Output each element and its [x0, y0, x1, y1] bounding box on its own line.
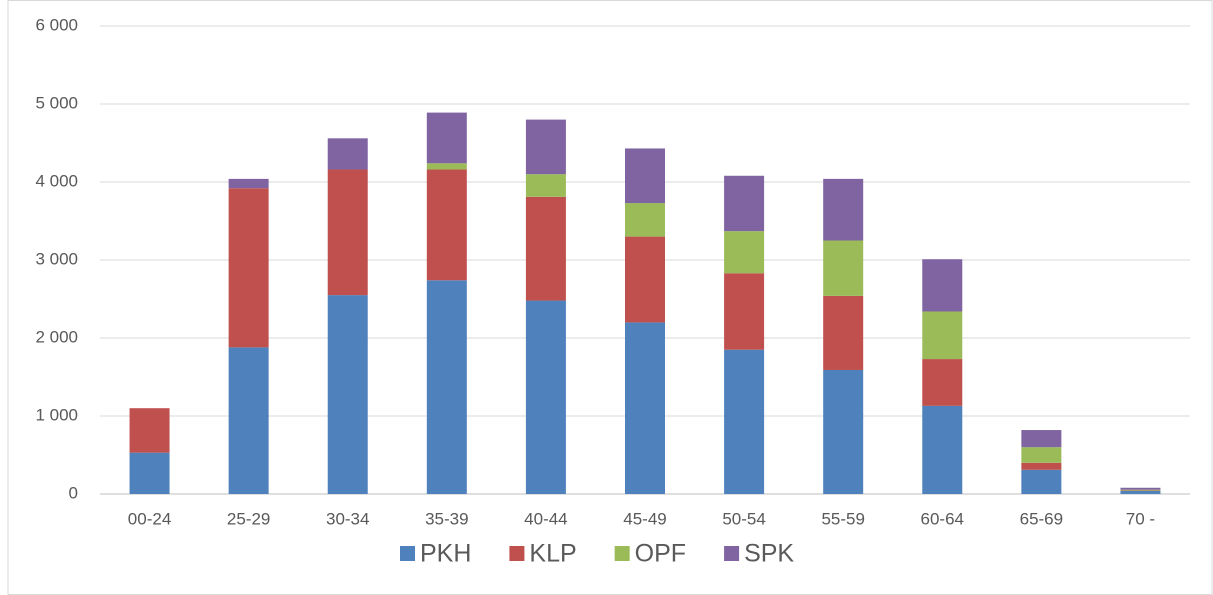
- bar-segment: [625, 236, 665, 323]
- bar-segment: [922, 259, 963, 312]
- bar-segment: [922, 405, 963, 494]
- y-tick-label: 2 000: [35, 327, 78, 346]
- bar-segment: [922, 359, 963, 406]
- x-tick-label: 35-39: [425, 509, 468, 528]
- y-tick-label: 6 000: [35, 15, 78, 34]
- legend-label: PKH: [420, 540, 471, 568]
- bar-segment: [525, 300, 566, 494]
- legend-swatch: [400, 546, 415, 561]
- y-tick-label: 1 000: [35, 405, 78, 424]
- bar-segment: [1021, 462, 1062, 470]
- bar-segment: [426, 169, 467, 281]
- bar-segment: [823, 295, 864, 370]
- bar-segment: [426, 280, 467, 494]
- bar-segment: [228, 347, 269, 494]
- bar-segment: [724, 231, 765, 274]
- y-tick-label: 3 000: [35, 249, 78, 268]
- legend-label: OPF: [635, 540, 686, 568]
- legend-label: KLP: [529, 540, 576, 568]
- x-tick-label: 70 -: [1126, 509, 1155, 528]
- bar-segment: [426, 112, 467, 164]
- bar-segment: [525, 119, 566, 175]
- bar-segment: [724, 349, 765, 494]
- legend-swatch: [509, 546, 525, 561]
- y-tick-label: 4 000: [35, 171, 78, 190]
- bar-segment: [1120, 487, 1161, 490]
- bar-segment: [1021, 447, 1062, 463]
- chart-border: [7, 0, 1213, 595]
- bar-segment: [1120, 489, 1161, 491]
- bar-segment: [922, 311, 963, 360]
- bar-segment: [228, 178, 269, 189]
- x-tick-label: 55-59: [821, 509, 864, 528]
- x-tick-label: 60-64: [921, 509, 964, 528]
- x-tick-label: 50-54: [722, 509, 765, 528]
- bar-segment: [1021, 430, 1062, 448]
- legend-swatch: [724, 546, 740, 561]
- bar-segment: [129, 408, 170, 453]
- bar-segment: [525, 196, 566, 301]
- bar-segment: [823, 369, 864, 494]
- x-tick-label: 45-49: [623, 509, 666, 528]
- y-tick-label: 0: [69, 483, 78, 502]
- bar-segment: [426, 163, 467, 170]
- bar-segment: [525, 174, 566, 197]
- bar-segment: [823, 178, 864, 241]
- x-tick-label: 40-44: [524, 509, 567, 528]
- x-tick-label: 65-69: [1020, 509, 1063, 528]
- bar-segment: [228, 188, 269, 348]
- bar-segment: [625, 148, 665, 204]
- bar-segment: [724, 273, 765, 350]
- x-tick-label: 00-24: [128, 509, 171, 528]
- bar-segment: [1021, 469, 1062, 494]
- y-tick-label: 5 000: [35, 93, 78, 112]
- bar-segment: [625, 322, 665, 494]
- bar-segment: [327, 295, 368, 494]
- x-tick-label: 30-34: [326, 509, 369, 528]
- bar-segment: [625, 203, 665, 237]
- bar-segment: [327, 138, 368, 170]
- x-tick-label: 25-29: [227, 509, 270, 528]
- bar-segment: [129, 452, 170, 494]
- bar-segment: [1120, 490, 1161, 494]
- bar-segment: [823, 240, 864, 296]
- legend-swatch: [614, 546, 630, 561]
- bar-segment: [327, 169, 368, 296]
- legend-label: SPK: [744, 540, 794, 568]
- bar-segment: [724, 175, 765, 232]
